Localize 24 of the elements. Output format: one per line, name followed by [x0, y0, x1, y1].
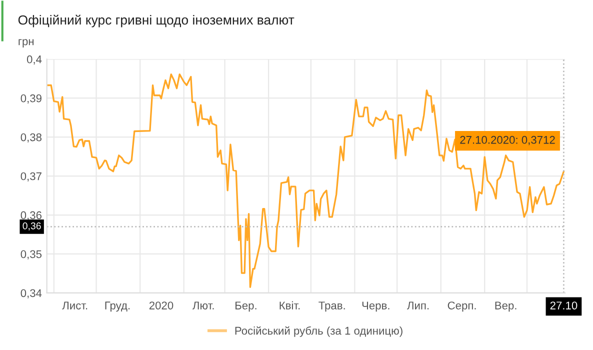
- x-tick-label: Квіт.: [280, 301, 300, 310]
- x-tick-label: Лип.: [407, 302, 429, 310]
- legend-label: Російський рубль (за 1 одиницю): [235, 326, 402, 337]
- annotation: 27.10.2020: 0,3712: [460, 136, 555, 146]
- y-tick-label: 0,35: [20, 250, 42, 260]
- y-tick-label: 0,4: [26, 55, 42, 65]
- x-tick-label: Груд.: [105, 302, 130, 312]
- x-tick-label: Бер.: [236, 302, 256, 312]
- y-tick-label: 0,39: [20, 94, 42, 104]
- x-tick-label: Лют.: [192, 302, 214, 310]
- x-tick-label: Вер.: [495, 302, 516, 312]
- y-tick-label: 0,36: [20, 211, 42, 220]
- x-tick-label: Лист.: [62, 302, 88, 310]
- x-tick-label: Трав.: [318, 302, 345, 312]
- y-tick-label: 0,37: [20, 172, 42, 182]
- x-tick-label: 2020: [149, 302, 174, 310]
- line-series: [46, 74, 565, 288]
- chart-title: Офіційний курс гривні щодо іноземних валют: [18, 14, 294, 28]
- x-tick-label: Серп.: [448, 302, 476, 312]
- y-tick-label: 0,38: [20, 133, 42, 143]
- x-tick-label: Черв.: [362, 302, 390, 312]
- y-axis-title: грн: [18, 39, 34, 48]
- x-tick-label: 27.10: [550, 302, 578, 310]
- y-tick-label: 0,34: [20, 289, 42, 298]
